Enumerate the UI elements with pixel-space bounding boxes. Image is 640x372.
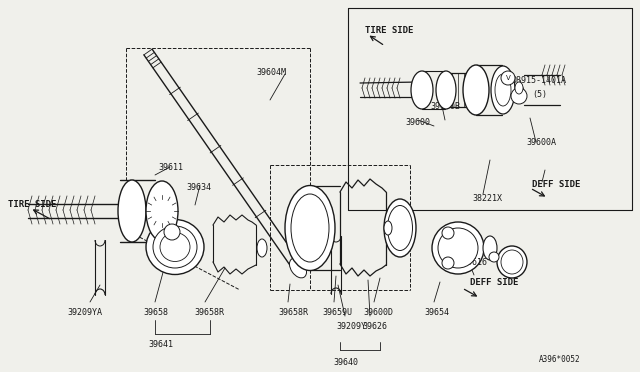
Text: TIRE SIDE: TIRE SIDE	[8, 200, 56, 209]
Text: 39634: 39634	[186, 183, 211, 192]
Circle shape	[164, 224, 180, 240]
Text: 39640: 39640	[333, 358, 358, 367]
Circle shape	[489, 252, 499, 262]
Text: V: V	[506, 75, 510, 81]
Text: 39658R: 39658R	[278, 308, 308, 317]
Text: 39658: 39658	[143, 308, 168, 317]
Ellipse shape	[291, 194, 329, 262]
Ellipse shape	[495, 74, 511, 106]
Text: 08915-1401A: 08915-1401A	[512, 76, 567, 85]
Ellipse shape	[384, 221, 392, 235]
Text: 39658R: 39658R	[194, 308, 224, 317]
Ellipse shape	[501, 250, 523, 274]
Text: 39659U: 39659U	[322, 308, 352, 317]
Ellipse shape	[411, 71, 433, 109]
Ellipse shape	[289, 258, 307, 278]
Ellipse shape	[491, 66, 515, 114]
Ellipse shape	[436, 71, 456, 109]
Ellipse shape	[146, 219, 204, 275]
Ellipse shape	[384, 199, 416, 257]
Ellipse shape	[438, 228, 478, 268]
Ellipse shape	[463, 65, 489, 115]
Circle shape	[501, 71, 515, 85]
Text: 39600A: 39600A	[526, 138, 556, 147]
Text: 39616: 39616	[462, 258, 487, 267]
Text: 39626: 39626	[362, 322, 387, 331]
Text: 39654: 39654	[424, 308, 449, 317]
Text: (5): (5)	[532, 90, 547, 99]
Ellipse shape	[483, 236, 497, 260]
Text: 39600B: 39600B	[430, 102, 460, 111]
Circle shape	[442, 257, 454, 269]
Ellipse shape	[118, 180, 146, 242]
Ellipse shape	[387, 205, 413, 250]
Ellipse shape	[257, 239, 267, 257]
Ellipse shape	[497, 246, 527, 278]
Text: 39604M: 39604M	[256, 68, 286, 77]
Text: 39209Y: 39209Y	[336, 322, 366, 331]
Text: DEFF SIDE: DEFF SIDE	[532, 180, 580, 189]
Ellipse shape	[432, 222, 484, 274]
Text: 39600D: 39600D	[363, 308, 393, 317]
Ellipse shape	[515, 82, 523, 94]
Circle shape	[511, 88, 527, 104]
Ellipse shape	[146, 181, 178, 241]
Text: 39600: 39600	[405, 118, 430, 127]
Text: 39641: 39641	[148, 340, 173, 349]
Ellipse shape	[160, 232, 190, 262]
Text: DEFF SIDE: DEFF SIDE	[470, 278, 518, 287]
Ellipse shape	[153, 226, 197, 268]
Text: 39611: 39611	[158, 163, 183, 172]
Ellipse shape	[285, 186, 335, 270]
Text: TIRE SIDE: TIRE SIDE	[365, 26, 413, 35]
Circle shape	[442, 227, 454, 239]
Text: 39209YA: 39209YA	[67, 308, 102, 317]
Text: 38221X: 38221X	[472, 194, 502, 203]
Text: A396*0052: A396*0052	[539, 355, 580, 364]
